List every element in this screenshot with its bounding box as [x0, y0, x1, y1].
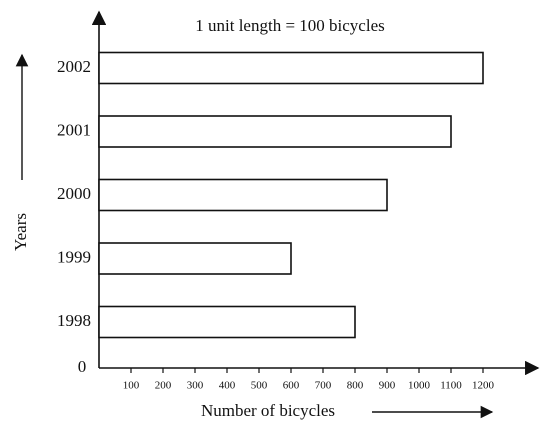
y-tick-label: 1998 [57, 311, 91, 330]
x-tick-label: 200 [155, 380, 172, 392]
bar [98, 305, 356, 339]
y-tick-label: 2000 [57, 184, 91, 203]
bar [98, 51, 484, 85]
bar [98, 178, 388, 212]
x-tick-label: 400 [219, 380, 236, 392]
x-tick-label: 500 [251, 380, 268, 392]
bar [98, 115, 452, 148]
y-axis-label: Years [11, 213, 30, 251]
x-tick-label: 1000 [408, 380, 431, 392]
y-tick-label: 1999 [57, 247, 91, 266]
y-tick-label: 2001 [57, 120, 91, 139]
x-tick-label: 1200 [472, 380, 495, 392]
y-tick-label: 2002 [57, 57, 91, 76]
x-tick-label: 1100 [440, 380, 462, 392]
bar [98, 242, 292, 275]
origin-label: 0 [78, 357, 87, 376]
x-tick-label: 700 [315, 380, 332, 392]
chart-title: 1 unit length = 100 bicycles [195, 16, 384, 35]
x-tick-label: 100 [123, 380, 140, 392]
x-tick-label: 800 [347, 380, 364, 392]
x-tick-label: 600 [283, 380, 300, 392]
x-tick-label: 300 [187, 380, 204, 392]
x-axis-label: Number of bicycles [201, 401, 335, 420]
x-tick-label: 900 [379, 380, 396, 392]
